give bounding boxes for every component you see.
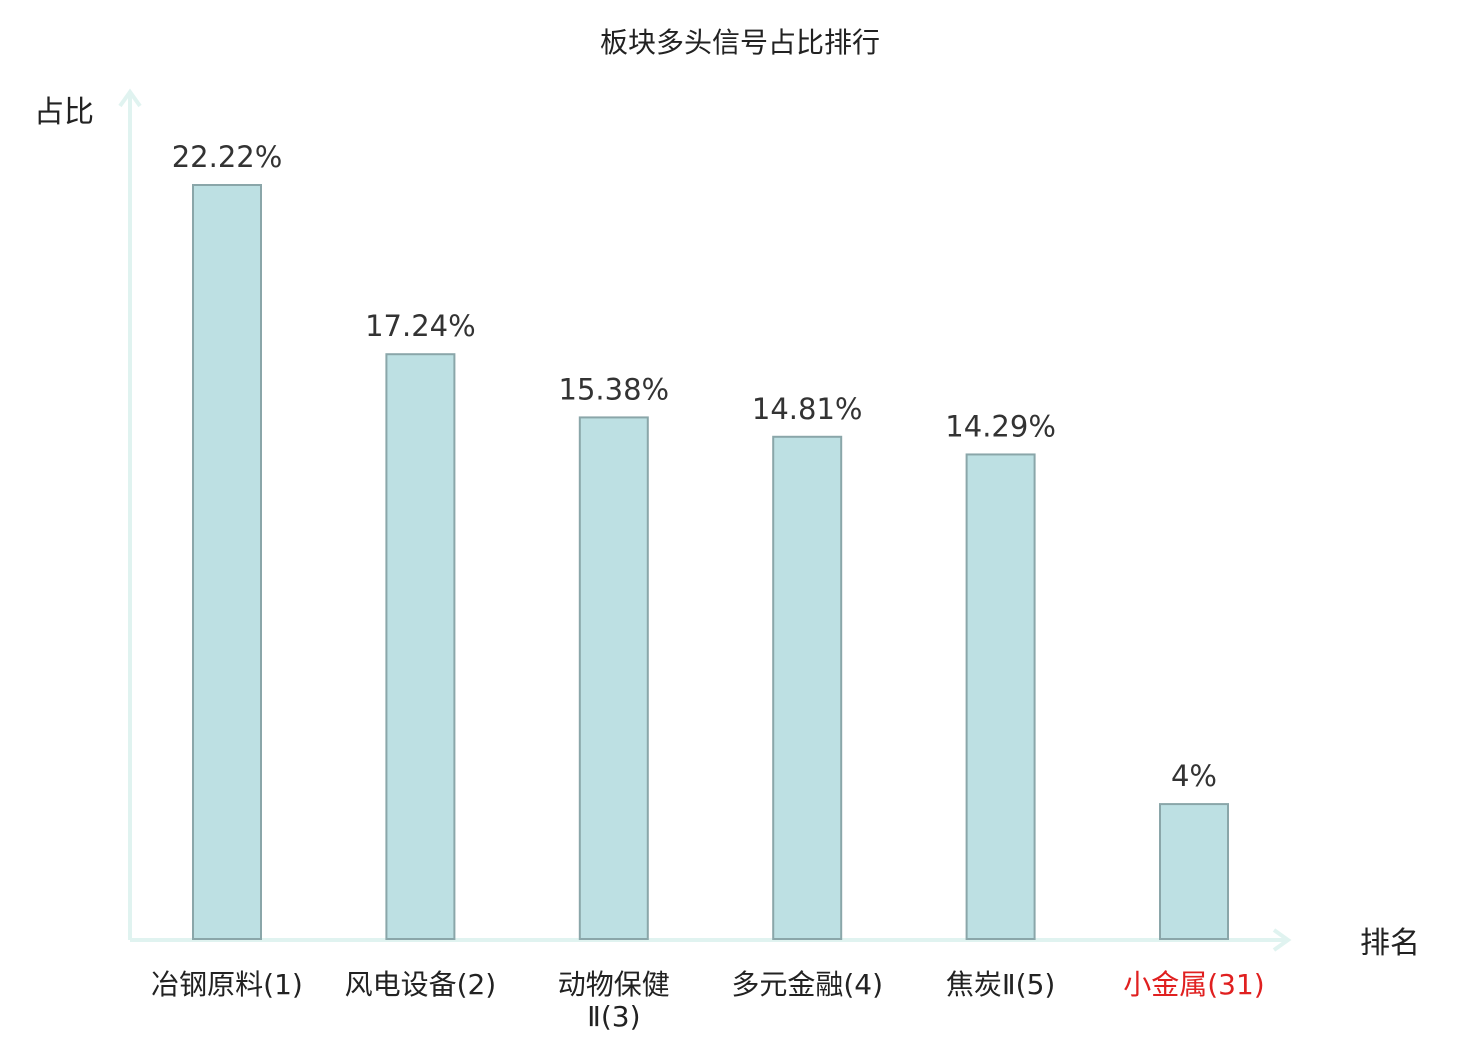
- category-label: 风电设备(2): [345, 968, 497, 1001]
- category-label: 多元金融(4): [731, 968, 883, 1001]
- y-axis-arrow: [118, 88, 142, 108]
- value-label: 14.81%: [752, 392, 863, 426]
- value-label: 22.22%: [172, 140, 283, 174]
- value-label: 15.38%: [559, 372, 670, 406]
- x-axis-arrow: [1272, 928, 1292, 952]
- category-label: 冶钢原料(1): [151, 968, 303, 1001]
- x-axis-label: 排名: [1360, 926, 1420, 961]
- bar: [1159, 803, 1229, 941]
- category-label: Ⅱ(3): [587, 1000, 640, 1033]
- category-label: 焦炭Ⅱ(5): [946, 968, 1055, 1001]
- bars: [192, 184, 1229, 941]
- value-label: 14.29%: [945, 409, 1056, 443]
- value-labels: 22.22% 17.24% 15.38% 14.81% 14.29% 4%: [172, 140, 1217, 793]
- bar: [965, 453, 1036, 940]
- bar: [578, 416, 649, 940]
- bar: [192, 184, 262, 940]
- axes: [118, 88, 1292, 952]
- bar: [772, 435, 843, 940]
- bar: [385, 353, 456, 941]
- value-label: 4%: [1171, 759, 1217, 793]
- value-label: 17.24%: [365, 309, 476, 343]
- chart-title: 板块多头信号占比排行: [600, 26, 880, 59]
- y-axis-label: 占比: [34, 95, 94, 130]
- category-label: 动物保健: [558, 968, 670, 1001]
- category-label: 小金属(31): [1123, 968, 1264, 1001]
